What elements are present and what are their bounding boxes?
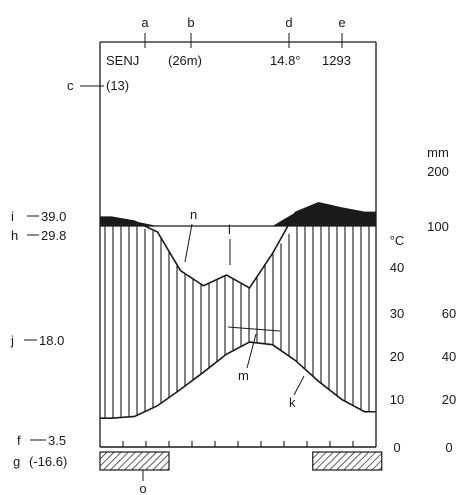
humid-season-hatching xyxy=(104,226,370,419)
frost-bars xyxy=(99,451,383,471)
precip-tick-0: 0 xyxy=(445,440,452,455)
abs-max-temp: 39.0 xyxy=(41,209,66,224)
temp-tick-0: 0 xyxy=(393,440,400,455)
precip-tick-20: 20 xyxy=(442,392,456,407)
key-j: j xyxy=(10,333,14,348)
key-h: h xyxy=(11,228,18,243)
key-e: e xyxy=(338,15,345,30)
perhumid-area xyxy=(100,202,376,226)
precip-tick-40: 40 xyxy=(442,349,456,364)
key-k: k xyxy=(289,395,296,410)
key-d: d xyxy=(285,15,292,30)
month-ticks xyxy=(122,441,354,447)
frost-bar-early xyxy=(99,451,170,471)
annual-precipitation: 1293 xyxy=(322,53,351,68)
key-m: m xyxy=(238,368,249,383)
precip-tick-100: 100 xyxy=(427,219,449,234)
frost-bar-late xyxy=(312,451,383,471)
temp-tick-20: 20 xyxy=(390,349,404,364)
mean-daily-range: 18.0 xyxy=(39,333,64,348)
key-n: n xyxy=(190,207,197,222)
abs-min-temp: (-16.6) xyxy=(29,454,67,469)
key-i: i xyxy=(11,209,14,224)
key-g: g xyxy=(13,454,20,469)
perhumid-season-fill xyxy=(100,202,376,226)
daily-range-mark xyxy=(227,326,281,332)
key-o: o xyxy=(139,481,146,495)
precip-tick-200: 200 xyxy=(427,164,449,179)
station-altitude: (26m) xyxy=(168,53,202,68)
key-b: b xyxy=(187,15,194,30)
key-f: f xyxy=(17,433,21,448)
key-n-leader xyxy=(184,223,193,263)
temp-tick-40: 40 xyxy=(390,260,404,275)
precipitation-curve xyxy=(100,201,376,289)
key-l: l xyxy=(228,222,231,237)
temp-unit: °C xyxy=(390,233,405,248)
curve-layer xyxy=(100,201,376,419)
station-name: SENJ xyxy=(106,53,139,68)
precip-tick-60: 60 xyxy=(442,306,456,321)
key-k-leader xyxy=(293,375,305,396)
key-m-leader xyxy=(246,333,257,369)
mean-temperature: 14.8° xyxy=(270,53,301,68)
precip-unit: mm xyxy=(427,145,449,160)
key-a: a xyxy=(141,15,149,30)
temp-tick-10: 10 xyxy=(390,392,404,407)
temp-tick-30: 30 xyxy=(390,306,404,321)
mean-min-coldest: 3.5 xyxy=(48,433,66,448)
observation-years: (13) xyxy=(106,78,129,93)
key-c: c xyxy=(67,78,74,93)
mean-max-warmest: 29.8 xyxy=(41,228,66,243)
temperature-curve xyxy=(100,341,376,419)
